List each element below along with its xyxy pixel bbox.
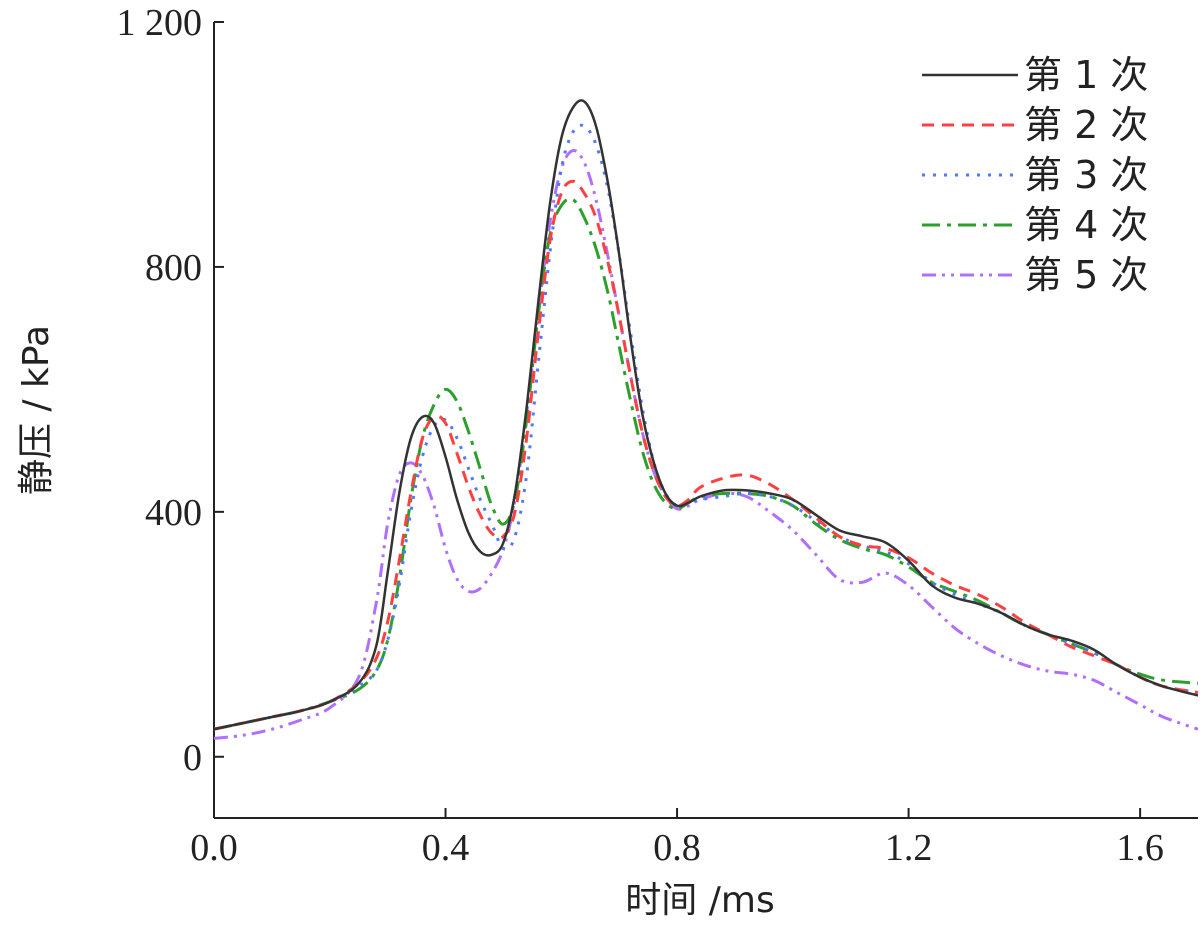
legend-label-3: 第 3 次 xyxy=(1024,153,1148,197)
legend-label-1: 第 1 次 xyxy=(1024,53,1148,97)
x-axis-title: 时间 /ms xyxy=(625,880,774,921)
y-tick-label: 1 200 xyxy=(117,2,203,44)
x-tick-label: 0.4 xyxy=(422,827,470,869)
series-line-5 xyxy=(214,149,1198,740)
series-line-1 xyxy=(214,99,1198,731)
x-tick-label: 1.6 xyxy=(1116,827,1164,869)
series-line-4 xyxy=(214,197,1198,731)
legend-label-5: 第 5 次 xyxy=(1024,253,1148,297)
plot-area xyxy=(213,22,1198,819)
x-tick-label: 0.8 xyxy=(653,827,701,869)
legend: 第 1 次第 2 次第 3 次第 4 次第 5 次 xyxy=(922,53,1148,297)
series-line-3 xyxy=(214,123,1198,731)
series-layer xyxy=(214,99,1198,740)
y-tick-label: 800 xyxy=(145,247,202,289)
ticks-layer: 0.0 0.4 0.8 1.2 1.6 0 400 800 1 200 xyxy=(117,2,1164,869)
legend-label-4: 第 4 次 xyxy=(1024,203,1148,247)
x-tick-label: 1.2 xyxy=(885,827,933,869)
y-tick-label: 0 xyxy=(183,737,202,779)
y-tick-label: 400 xyxy=(145,492,202,534)
x-tick-label: 0.0 xyxy=(190,827,238,869)
y-axis-title: 静压 / kPa xyxy=(16,325,57,495)
legend-label-2: 第 2 次 xyxy=(1024,103,1148,147)
